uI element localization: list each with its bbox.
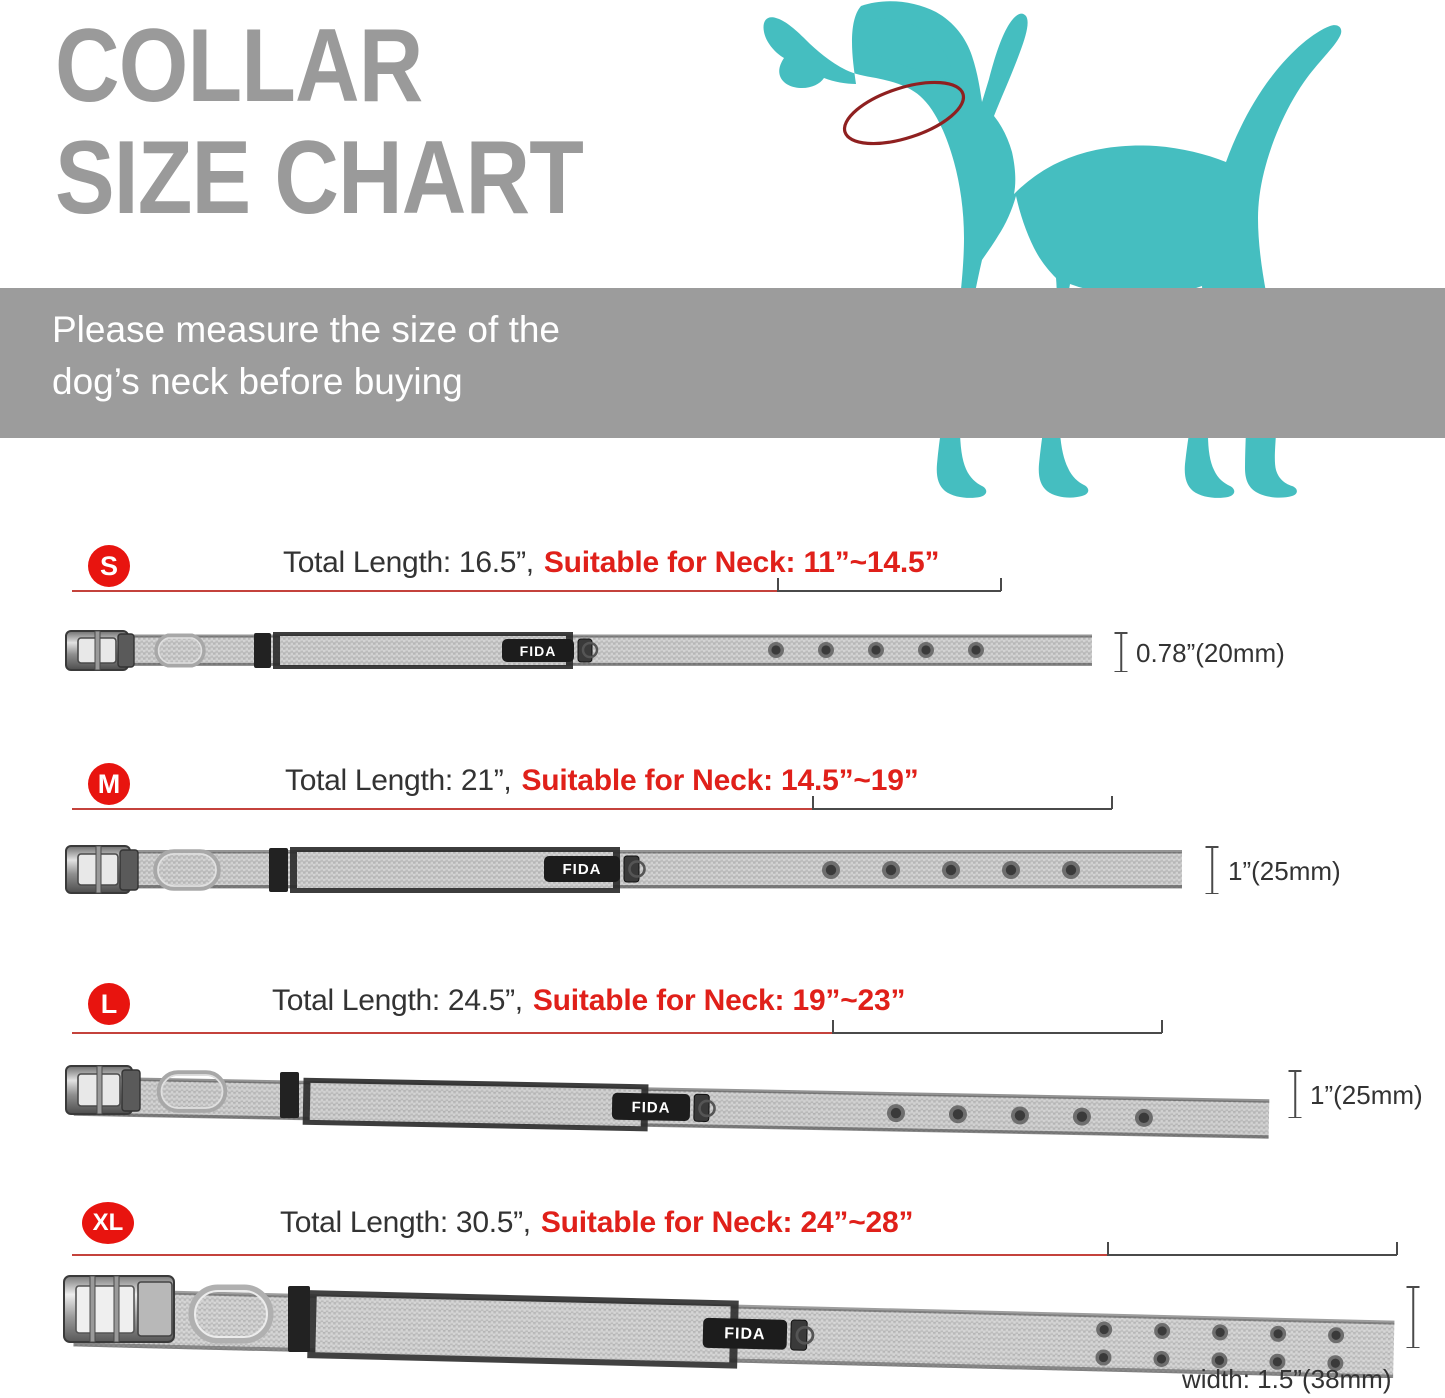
brand-tag: FIDA: [544, 855, 646, 883]
grommet-holes: [886, 1104, 1153, 1127]
collar-image-xl: FIDA: [58, 1268, 1408, 1378]
banner-line-2: dog’s neck before buying: [52, 361, 463, 402]
neck-range-tick-right-m: [1111, 796, 1113, 809]
grommet-holes: [1095, 1321, 1345, 1372]
d-ring: [154, 633, 206, 668]
neck-range-tick-right-s: [1000, 578, 1002, 591]
strap-edge-bottom: [74, 885, 1182, 889]
size-labels-s: Total Length: 16.5”, Suitable for Neck: 1…: [283, 546, 939, 580]
neck-range-line-xl: [1107, 1254, 1397, 1256]
size-row-l: L Total Length: 24.5”, Suitable for Neck:…: [0, 978, 1445, 1193]
neck-range-tick-left-xl: [1107, 1242, 1109, 1255]
neck-range-tick-left-s: [777, 578, 779, 591]
strap-keeper: [254, 633, 271, 668]
title-line-1: COLLAR: [55, 8, 423, 124]
strap-edge-top: [74, 850, 1182, 854]
neck-range-tick-left-m: [812, 796, 814, 809]
metal-buckle: [63, 1275, 175, 1343]
svg-text:FIDA: FIDA: [520, 643, 557, 659]
strap-width-dimension-s: [1114, 632, 1128, 672]
collar-image-l: FIDA: [58, 1056, 1283, 1151]
strap-keeper: [280, 1072, 299, 1118]
total-length-label-l: Total Length: 24.5”,: [272, 984, 523, 1017]
size-row-xl: XL Total Length: 30.5”, Suitable for Neck…: [0, 1198, 1445, 1398]
neck-range-line-m: [812, 808, 1112, 810]
strap-width-label-xl: width: 1.5”(38mm): [1182, 1364, 1392, 1394]
strap-width-label-s: 0.78”(20mm): [1136, 638, 1285, 668]
strap-width-dimension-m: [1205, 846, 1219, 894]
size-row-m: M Total Length: 21”, Suitable for Neck: 1…: [0, 758, 1445, 973]
svg-text:FIDA: FIDA: [724, 1325, 766, 1343]
grommet-holes: [768, 642, 984, 658]
neck-range-label-xl: Suitable for Neck: 24”~28”: [540, 1206, 914, 1239]
strap-width-dimension-xl: [1406, 1286, 1420, 1348]
banner-line-1: Please measure the size of the: [52, 309, 561, 350]
metal-buckle: [65, 630, 135, 671]
brand-tag: FIDA: [502, 638, 599, 663]
instruction-banner: [0, 288, 1445, 438]
neck-range-tick-right-xl: [1396, 1242, 1398, 1255]
dog-silhouette-shape: [763, 1, 1342, 498]
title-line-2: SIZE CHART: [55, 120, 584, 236]
total-length-label-s: Total Length: 16.5”,: [283, 546, 534, 579]
page-title: COLLAR SIZE CHART: [55, 10, 815, 234]
total-length-line-l: [72, 1032, 832, 1034]
total-length-label-xl: Total Length: 30.5”,: [280, 1206, 531, 1239]
neck-range-line-l: [832, 1032, 1162, 1034]
brand-tag: FIDA: [702, 1317, 815, 1351]
d-ring: [156, 1070, 228, 1113]
strap-width-dimension-l: [1288, 1070, 1302, 1118]
size-row-s: S Total Length: 16.5”, Suitable for Neck:…: [0, 540, 1445, 755]
total-length-line-m: [72, 808, 812, 810]
strap-edge-top: [74, 634, 1092, 638]
d-ring: [188, 1284, 274, 1344]
total-length-line-xl: [72, 1254, 1107, 1256]
neck-range-label-s: Suitable for Neck: 11”~14.5”: [543, 546, 940, 579]
strap-width-label-l: 1”(25mm): [1310, 1080, 1423, 1110]
size-labels-l: Total Length: 24.5”, Suitable for Neck: 1…: [272, 984, 906, 1018]
total-length-label-m: Total Length: 21”,: [285, 764, 512, 797]
size-labels-xl: Total Length: 30.5”, Suitable for Neck: 2…: [280, 1206, 914, 1240]
neck-measure-loop: [842, 80, 966, 146]
collar-image-s: FIDA: [58, 620, 1108, 695]
collar-image-m: FIDA: [58, 834, 1198, 919]
instruction-banner-text: Please measure the size of the dog’s nec…: [52, 304, 752, 408]
neck-range-tick-right-l: [1161, 1020, 1163, 1033]
metal-buckle: [65, 845, 139, 894]
size-labels-m: Total Length: 21”, Suitable for Neck: 14.…: [285, 764, 919, 798]
strap-keeper: [269, 848, 288, 892]
svg-text:FIDA: FIDA: [563, 861, 602, 878]
size-badge-s: S: [88, 545, 130, 587]
dog-illustration: [758, 0, 1445, 514]
brand-tag: FIDA: [611, 1092, 716, 1122]
size-badge-xl: XL: [82, 1202, 134, 1244]
total-length-line-s: [72, 590, 777, 592]
metal-buckle: [65, 1065, 141, 1115]
size-badge-l: L: [88, 983, 130, 1025]
neck-range-tick-left-l: [832, 1020, 834, 1033]
strap-edge-bottom: [74, 663, 1092, 666]
strap-width-label-m: 1”(25mm): [1228, 856, 1341, 886]
size-badge-m: M: [88, 763, 130, 805]
grommet-holes: [822, 861, 1080, 879]
neck-range-label-l: Suitable for Neck: 19”~23”: [532, 984, 906, 1017]
neck-range-line-s: [777, 590, 1001, 592]
strap-keeper: [288, 1286, 310, 1352]
neck-range-label-m: Suitable for Neck: 14.5”~19”: [521, 764, 919, 797]
d-ring: [153, 849, 221, 891]
header-section: COLLAR SIZE CHART Please measure the siz…: [0, 0, 1445, 520]
svg-text:FIDA: FIDA: [631, 1099, 670, 1117]
